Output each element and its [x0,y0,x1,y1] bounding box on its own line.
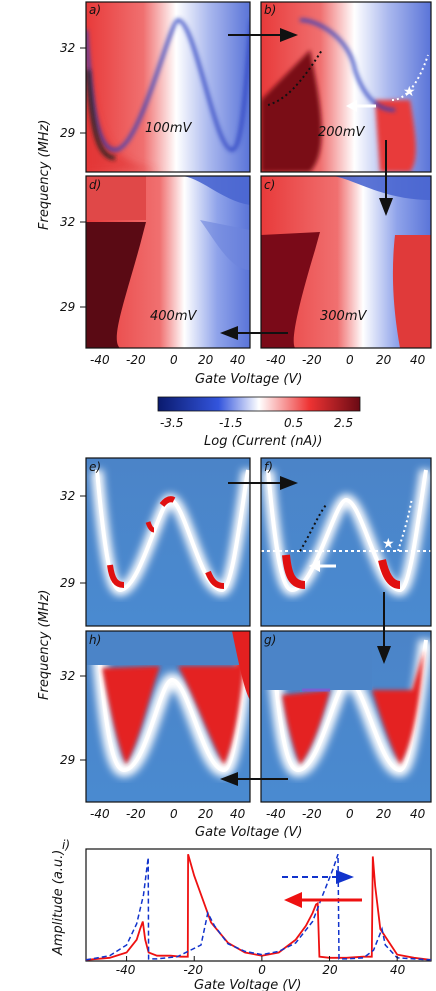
panel-f-white-dotted-line [397,497,413,552]
panel-a-frame [85,1,251,173]
panel-d-heatmap [86,176,250,348]
y-tick-29-h: 29 [60,753,75,767]
arrow-f-to-g [377,592,391,664]
plot-i-x-ticks: -40 -20 0 20 40 [116,956,406,977]
panel-label-b: b) [264,3,276,17]
arrow-g-to-h [220,772,288,786]
x-tick-top-c-1: -20 [302,353,322,367]
x-tick-top-d-1: -20 [126,353,146,367]
y-tick-32-h: 32 [60,669,75,683]
panel-f-frame [260,457,432,627]
annotation-100mV: 100mV [145,121,192,136]
panel-b-frame [260,1,432,173]
arrow-e-to-f [228,476,298,490]
panel-label-a: a) [89,3,101,17]
y-tick-32-a: 32 [60,41,75,55]
x-tick-sim-g-0: -40 [266,807,286,821]
panel-c-heatmap [261,176,431,348]
panel-e-frame [85,457,251,627]
colorbar-tick-1: -1.5 [219,416,242,430]
panel-label-g: g) [264,633,276,647]
plot-i-frame [85,848,432,962]
x-tick-sim-h-1: -20 [126,807,146,821]
x-tick-top-d-2: 0 [170,353,178,367]
y-tick-29-e: 29 [60,576,75,590]
colorbar-tick-3: 2.5 [334,416,353,430]
panel-f-white-arrow [309,560,336,572]
x-tick-sim-h-2: 0 [170,807,178,821]
arrow-c-to-d [220,326,288,340]
panel-label-f: f) [264,460,273,474]
plot-i-x-tick-label: 20 [322,963,338,977]
plot-i-x-label: Gate Voltage (V) [194,978,301,991]
annotation-200mV: 200mV [318,125,365,140]
plot-i-y-label: Amplitude (a.u.) [51,850,66,956]
panel-h-heatmap [86,631,250,802]
x-tick-top-d-0: -40 [90,353,110,367]
legend-blue-arrowhead [336,870,354,884]
plot-i-legend [282,870,362,908]
y-tick-29-a: 29 [60,126,75,140]
x-axis-label-sim: Gate Voltage (V) [195,825,302,840]
plot-i-x-tick-label: 0 [258,963,266,977]
panel-g-heatmap [261,631,431,802]
top-y-axis: 32 29 32 29 [60,41,86,314]
plot-i-series [85,854,432,961]
x-tick-sim-g-2: 0 [346,807,354,821]
arrow-b-to-c [379,140,393,216]
arrow-a-to-b [228,28,298,42]
colorbar-label: Log (Current (nA)) [204,434,322,449]
x-tick-sim-g-1: -20 [302,807,322,821]
plot-i-x-tick-label: -40 [116,963,136,977]
y-tick-32-d: 32 [60,215,75,229]
y-tick-29-d: 29 [60,300,75,314]
panel-label-i: i) [62,838,70,852]
x-tick-sim-h-0: -40 [90,807,110,821]
panel-e-heatmap [86,458,250,626]
y-axis-label-sim: Frequency (MHz) [37,590,52,700]
x-tick-sim-h-4: 40 [230,807,246,821]
panel-b-black-dotted-line [267,49,323,106]
x-tick-sim-h-3: 20 [198,807,214,821]
panel-b-star-marker: ★ [403,84,416,100]
plot-i-series-dashed [85,854,432,961]
panel-g-frame [260,630,432,803]
x-tick-top-c-0: -40 [266,353,286,367]
panel-d-frame [85,175,251,349]
annotation-300mV: 300mV [320,309,367,324]
x-tick-sim-g-3: 20 [376,807,392,821]
plot-i-x-tick-label: 40 [390,963,406,977]
annotation-400mV: 400mV [150,309,197,324]
colorbar [157,396,361,412]
x-axis-label-top: Gate Voltage (V) [195,372,302,387]
y-tick-32-e: 32 [60,489,75,503]
colorbar-tick-2: 0.5 [284,416,303,430]
panel-b-white-arrow [346,100,376,112]
y-axis-label-top: Frequency (MHz) [37,120,52,230]
x-tick-sim-g-4: 40 [410,807,426,821]
top-x-axis: -40 -20 0 20 40 -40 -20 0 20 40 [90,353,426,367]
sim-y-axis: 32 29 32 29 [60,489,86,767]
panel-c-frame [260,175,432,349]
sim-x-axis: -40 -20 0 20 40 -40 -20 0 20 40 [90,807,426,821]
panel-label-h: h) [89,633,101,647]
plot-i-x-tick-label: -20 [183,963,203,977]
x-tick-top-c-2: 0 [346,353,354,367]
panel-a-heatmap [86,2,250,172]
panel-label-c: c) [264,178,275,192]
x-tick-top-d-4: 40 [230,353,246,367]
panel-h-frame [85,630,251,803]
panel-label-d: d) [89,178,101,192]
panel-b-heatmap [261,2,431,172]
x-tick-top-c-4: 40 [410,353,426,367]
x-tick-top-c-3: 20 [376,353,392,367]
panel-label-e: e) [89,460,101,474]
x-tick-top-d-3: 20 [198,353,214,367]
panel-f-star-marker: ★ [382,536,395,552]
plot-i-series-solid [85,854,432,961]
legend-red-arrowhead [284,892,302,908]
colorbar-tick-0: -3.5 [160,416,183,430]
